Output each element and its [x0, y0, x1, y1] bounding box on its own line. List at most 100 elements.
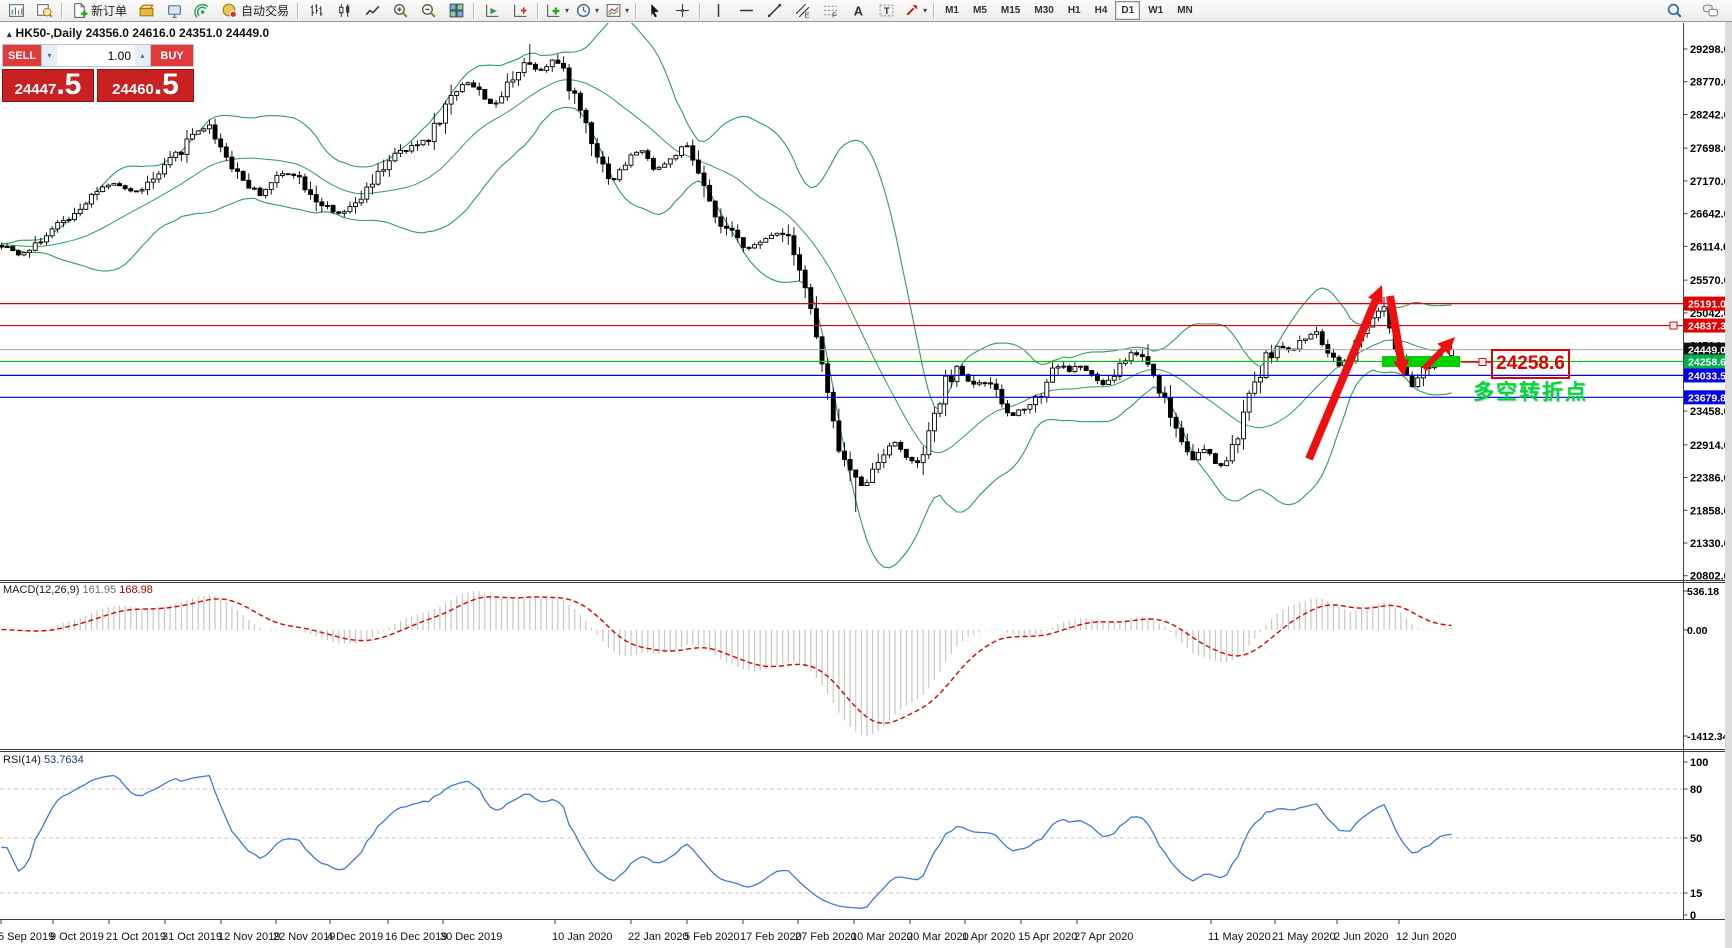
timeframe-m15-button[interactable]: M15: [1000, 5, 1021, 16]
svg-text:12 Jun 2020: 12 Jun 2020: [1396, 931, 1457, 943]
svg-text:25570.0: 25570.0: [1690, 275, 1730, 287]
templates-button[interactable]: ▾: [602, 0, 632, 22]
svg-text:28770.0: 28770.0: [1690, 77, 1730, 89]
autotrading-button[interactable]: 自动交易: [216, 0, 294, 22]
line-chart-button[interactable]: [358, 0, 386, 22]
drawn-annotations[interactable]: [1305, 285, 1678, 461]
svg-text:27698.0: 27698.0: [1690, 143, 1730, 155]
terminal-button[interactable]: [160, 0, 188, 22]
zoom-out-button[interactable]: [414, 0, 442, 22]
svg-text:F: F: [832, 10, 837, 19]
svg-text:0: 0: [1690, 910, 1696, 922]
timeframe-w1-button[interactable]: W1: [1148, 5, 1164, 16]
new-chart-icon: [8, 2, 25, 19]
chart-shift-icon: [512, 2, 529, 19]
indicators-caret-icon: ▾: [565, 5, 570, 15]
timeframe-m1-button[interactable]: M1: [945, 5, 959, 16]
market-watch-button[interactable]: [132, 0, 160, 22]
sell-price-display[interactable]: 24447.5: [2, 69, 94, 102]
trend-arrow-head: [1368, 285, 1383, 304]
bar-chart-button[interactable]: [302, 0, 330, 22]
collapse-triangle-icon[interactable]: ▴: [7, 29, 12, 39]
tile-windows-button[interactable]: [442, 0, 470, 22]
chat-button[interactable]: [1696, 0, 1724, 22]
timeframe-mn-button[interactable]: MN: [1177, 5, 1193, 16]
auto-scroll-button[interactable]: [478, 0, 506, 22]
trendline-button[interactable]: [760, 0, 788, 22]
svg-text:16 Dec 2019: 16 Dec 2019: [385, 931, 447, 943]
timeframe-h4-button[interactable]: H4: [1094, 5, 1108, 16]
svg-text:17 Feb 2020: 17 Feb 2020: [740, 931, 802, 943]
svg-text:E: E: [804, 10, 809, 19]
volume-decrease-button[interactable]: ▾: [42, 45, 57, 66]
vertical-line-button[interactable]: [704, 0, 732, 22]
buy-button[interactable]: BUY: [151, 45, 193, 66]
timeframe-d1-button[interactable]: D1: [1115, 1, 1141, 20]
trend-arrow-head: [1393, 358, 1409, 377]
profiles-button[interactable]: [30, 0, 58, 22]
text-icon: A: [850, 2, 867, 19]
horizontal-line-button[interactable]: [732, 0, 760, 22]
tile-windows-icon: [448, 2, 465, 19]
svg-text:31 Oct 2019: 31 Oct 2019: [162, 931, 222, 943]
new-order-button[interactable]: 新订单: [66, 0, 132, 22]
volume-input[interactable]: [57, 45, 135, 66]
templates-caret-icon: ▾: [625, 5, 630, 15]
svg-text:5 Sep 2019: 5 Sep 2019: [0, 931, 54, 943]
svg-text:26642.0: 26642.0: [1690, 209, 1730, 221]
equidistant-channel-button[interactable]: E: [788, 0, 816, 22]
svg-text:22 Jan 2020: 22 Jan 2020: [628, 931, 689, 943]
crosshair-icon: [674, 2, 691, 19]
svg-text:4 Dec 2019: 4 Dec 2019: [327, 931, 383, 943]
text-button[interactable]: A: [844, 0, 872, 22]
text-label-button[interactable]: T: [872, 0, 900, 22]
candlestick-chart-button[interactable]: [330, 0, 358, 22]
window-right-strip: [1725, 22, 1732, 948]
arrows-button[interactable]: ▾: [900, 0, 930, 22]
crosshair-button[interactable]: [668, 0, 696, 22]
search-button[interactable]: [1660, 0, 1688, 22]
horizontal-lines-layer[interactable]: [0, 303, 1683, 398]
buy-price-display[interactable]: 24460.5: [97, 69, 194, 102]
candlestick-chart-icon: [336, 2, 353, 19]
rsi-value: 53.7634: [43, 754, 84, 766]
svg-text:5 Feb 2020: 5 Feb 2020: [684, 931, 740, 943]
svg-text:30 Dec 2019: 30 Dec 2019: [440, 931, 502, 943]
svg-text:27 Feb 2020: 27 Feb 2020: [795, 931, 857, 943]
svg-text:21858.0: 21858.0: [1690, 505, 1730, 517]
volume-increase-button[interactable]: ▴: [135, 45, 150, 66]
chart-shift-button[interactable]: [506, 0, 534, 22]
autotrading-label: 自动交易: [241, 4, 290, 18]
sell-button[interactable]: SELL: [3, 45, 41, 66]
price-axis[interactable]: 29298.0 28770.0 28242.0 27698.0 27170.0 26642…: [1683, 44, 1730, 922]
trend-arrow-line: [1421, 344, 1448, 372]
toolbar-separator: [537, 2, 540, 19]
svg-text:22 Nov 2019: 22 Nov 2019: [273, 931, 335, 943]
zoom-in-button[interactable]: [386, 0, 414, 22]
periods-button[interactable]: ▾: [572, 0, 602, 22]
chart-ohlc-header: ▴ HK50-,Daily 24356.0 24616.0 24351.0 244…: [7, 26, 269, 40]
price-callout-box[interactable]: 24258.6: [1491, 349, 1570, 379]
svg-text:15: 15: [1690, 888, 1702, 900]
search-icon: [1666, 2, 1683, 19]
signals-button[interactable]: [188, 0, 216, 22]
new-chart-button[interactable]: [2, 0, 30, 22]
fibonacci-button[interactable]: F: [816, 0, 844, 22]
toolbar-separator: [297, 2, 300, 19]
buy-price-fraction: .5: [153, 68, 179, 101]
cursor-button[interactable]: [640, 0, 668, 22]
symbol-period-label: HK50-,Daily: [15, 26, 83, 40]
new-order-label: 新订单: [91, 4, 128, 18]
timeframe-m5-button[interactable]: M5: [973, 5, 987, 16]
indicators-button[interactable]: ▾: [542, 0, 572, 22]
one-click-trading-panel: SELL ▾ ▴ BUY 24447.5 24460.5: [2, 44, 194, 102]
timeframe-h1-button[interactable]: H1: [1067, 5, 1081, 16]
turning-point-label[interactable]: 多空转折点: [1473, 381, 1588, 404]
timeframe-m30-button[interactable]: M30: [1034, 5, 1054, 16]
svg-text:10 Mar 2020: 10 Mar 2020: [851, 931, 913, 943]
svg-text:21 Oct 2019: 21 Oct 2019: [106, 931, 166, 943]
vertical-line-icon: [710, 2, 727, 19]
